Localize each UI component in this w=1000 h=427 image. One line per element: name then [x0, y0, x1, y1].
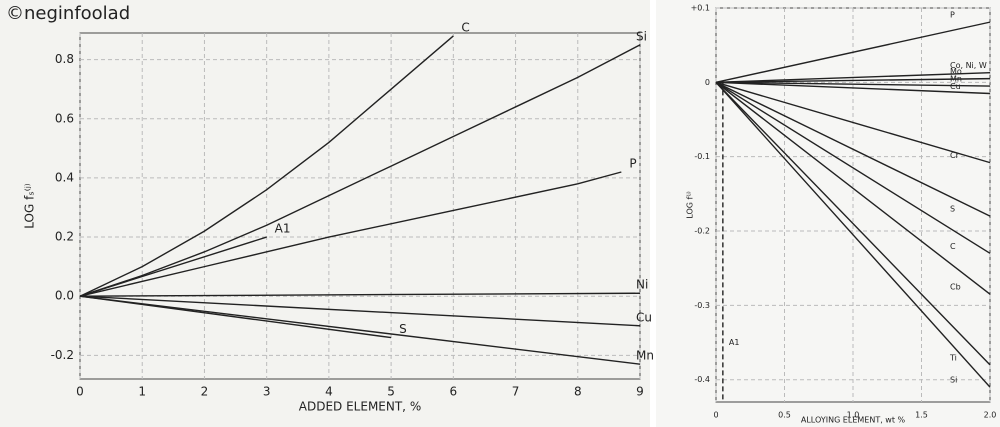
series-line: [79, 171, 622, 297]
y-axis-label: LOG fₛ⁽ʲ⁾: [23, 183, 37, 229]
x-axis-label: ALLOYING ELEMENT, wt %: [801, 416, 906, 425]
series-label: P: [629, 156, 636, 170]
series-line: [715, 81, 991, 388]
series-label: Si: [950, 376, 957, 385]
series-line: [715, 71, 991, 84]
plot-frame: [79, 32, 641, 380]
series-label: A1: [275, 222, 291, 236]
y-tick-label: 0: [705, 78, 710, 87]
series-line: [715, 81, 991, 366]
y-tick-label: 0.8: [55, 52, 74, 66]
x-tick-label: 1: [138, 385, 146, 399]
series-label: Mo: [950, 67, 962, 76]
y-tick-label: -0.4: [694, 375, 710, 384]
series-line: [715, 81, 991, 217]
x-tick-label: 8: [574, 385, 582, 399]
y-axis-label: LOG f⁽ʲ⁾: [686, 191, 695, 218]
series-label: Ni: [636, 278, 648, 292]
series-line: [715, 81, 991, 295]
series-label: Cb: [950, 283, 961, 292]
y-tick-label: -0.3: [694, 301, 710, 310]
x-tick-label: 5: [387, 385, 395, 399]
x-tick-label: 3: [263, 385, 271, 399]
series-line: [79, 236, 267, 297]
x-tick-label: 0: [713, 411, 718, 420]
series-label: A1: [729, 338, 740, 347]
x-tick-label: 1.0: [847, 411, 860, 420]
series-label: S: [950, 205, 955, 214]
left-panel: [0, 0, 650, 427]
series-label: C: [950, 242, 956, 251]
series-label: P: [950, 11, 955, 20]
series-label: Cr: [950, 151, 960, 160]
series-line: [715, 77, 991, 84]
x-axis-label: ADDED ELEMENT, %: [299, 400, 421, 414]
series-label: Co, Ni, W: [950, 61, 987, 70]
series-line: [715, 21, 991, 84]
right-panel: [656, 0, 1000, 427]
x-tick-label: 2: [201, 385, 209, 399]
watermark: ©neginfoolad: [6, 3, 130, 24]
x-tick-label: 0.5: [778, 411, 791, 420]
y-tick-label: 0.4: [55, 170, 74, 184]
series-label: S: [399, 322, 407, 336]
y-tick-label: -0.1: [694, 152, 710, 161]
series-line: [79, 292, 641, 297]
x-tick-label: 0: [76, 385, 84, 399]
y-tick-label: -0.2: [694, 227, 710, 236]
x-tick-label: 7: [512, 385, 520, 399]
series-label: Cu: [636, 310, 652, 324]
y-tick-label: -0.2: [51, 348, 74, 362]
x-tick-label: 9: [636, 385, 644, 399]
y-tick-label: 0.2: [55, 230, 74, 244]
series-line: [715, 81, 991, 95]
series-line: [715, 81, 991, 164]
y-tick-label: 0.0: [55, 289, 74, 303]
series-label: Mn: [636, 349, 654, 363]
x-tick-label: 4: [325, 385, 333, 399]
series-label: Cu: [950, 82, 961, 91]
series-line: [715, 81, 991, 87]
series-label: Si: [636, 29, 647, 43]
y-tick-label: +0.1: [691, 4, 710, 13]
x-tick-label: 2.0: [984, 411, 997, 420]
series-label: Ti: [949, 353, 957, 362]
x-tick-label: 1.5: [915, 411, 928, 420]
y-tick-label: 0.6: [55, 111, 74, 125]
series-line: [79, 295, 641, 327]
series-line: [715, 81, 991, 254]
series-label: Mn: [950, 75, 962, 84]
series-line: [79, 295, 641, 365]
series-line: [79, 44, 641, 297]
x-tick-label: 6: [450, 385, 458, 399]
series-label: C: [461, 20, 469, 34]
series-line: [79, 35, 454, 297]
